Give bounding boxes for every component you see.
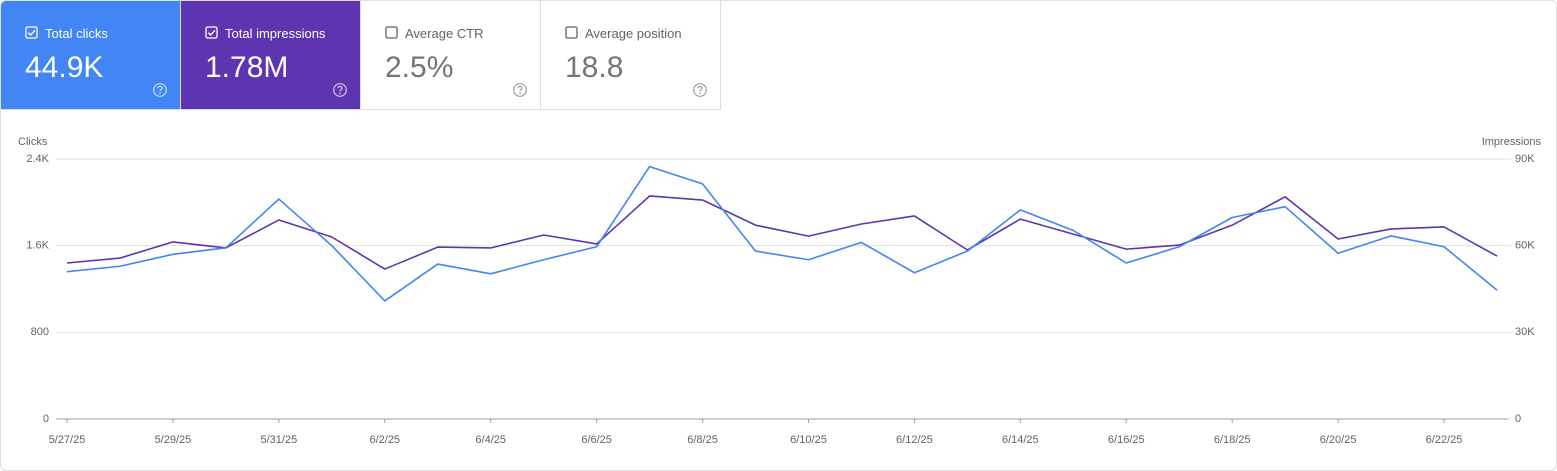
x-tick-label: 5/31/25 [261,434,298,446]
metric-cards: Total clicks 44.9K Total impressions 1.78M A… [1,1,721,110]
metric-value: 1.78M [205,51,289,84]
help-dot [699,92,701,95]
x-tick-label: 6/6/25 [581,434,612,446]
help-dot [339,92,341,95]
metric-value: 18.8 [565,51,624,84]
metric-card[interactable]: Average CTR 2.5% [361,1,541,110]
checkbox[interactable] [25,26,39,40]
checkbox-box [385,26,398,39]
y-tick-label: 800 [31,326,49,338]
checkbox-box [205,26,218,39]
y-tick-label: 2.4K [26,153,49,165]
metric-label: Average CTR [405,26,484,41]
help-mark [337,85,343,92]
help-circle [513,83,527,97]
y2-tick-label: 90K [1515,153,1535,165]
x-tick-label: 6/10/25 [790,434,827,446]
help-icon[interactable] [692,82,708,98]
checkbox-box [25,26,38,39]
metric-value: 44.9K [25,51,104,84]
x-tick-label: 6/2/25 [369,434,400,446]
metric-value: 2.5% [385,51,454,84]
help-mark [517,85,523,92]
y2-tick-label: 0 [1515,413,1521,425]
help-circle [153,83,167,97]
checkmark [207,29,216,37]
help-icon[interactable] [512,82,528,98]
x-tick-label: 5/27/25 [49,434,86,446]
metric-label: Total impressions [225,26,326,41]
metric-label: Total clicks [45,26,108,41]
x-tick-label: 6/14/25 [1002,434,1039,446]
help-icon[interactable] [152,82,168,98]
checkmark [27,29,36,37]
help-mark [157,85,163,92]
help-dot [519,92,521,95]
series-line [66,165,1498,302]
help-mark [697,85,703,92]
checkbox-box [565,26,578,39]
x-tick-label: 6/12/25 [896,434,933,446]
series-line [66,195,1498,270]
x-tick-label: 6/22/25 [1426,434,1463,446]
y2-axis-title: Impressions [1482,136,1542,148]
y-tick-label: 0 [43,413,49,425]
y2-tick-label: 30K [1515,326,1535,338]
help-circle [333,83,347,97]
metric-card[interactable]: Total impressions 1.78M [181,1,361,110]
x-tick-label: 6/20/25 [1320,434,1357,446]
y-tick-label: 1.6K [26,240,49,252]
y2-tick-label: 60K [1515,240,1535,252]
metric-card[interactable]: Total clicks 44.9K [1,1,181,110]
metric-label: Average position [585,26,682,41]
checkbox[interactable] [385,26,399,40]
x-tick-label: 5/29/25 [155,434,192,446]
y-axis-title: Clicks [18,136,48,148]
checkbox[interactable] [205,26,219,40]
help-dot [159,92,161,95]
x-tick-label: 6/8/25 [687,434,718,446]
x-tick-label: 6/4/25 [475,434,506,446]
help-icon[interactable] [332,82,348,98]
x-tick-label: 6/18/25 [1214,434,1251,446]
x-tick-label: 6/16/25 [1108,434,1145,446]
metric-card[interactable]: Average position 18.8 [541,1,721,110]
checkbox[interactable] [565,26,579,40]
help-circle [693,83,707,97]
